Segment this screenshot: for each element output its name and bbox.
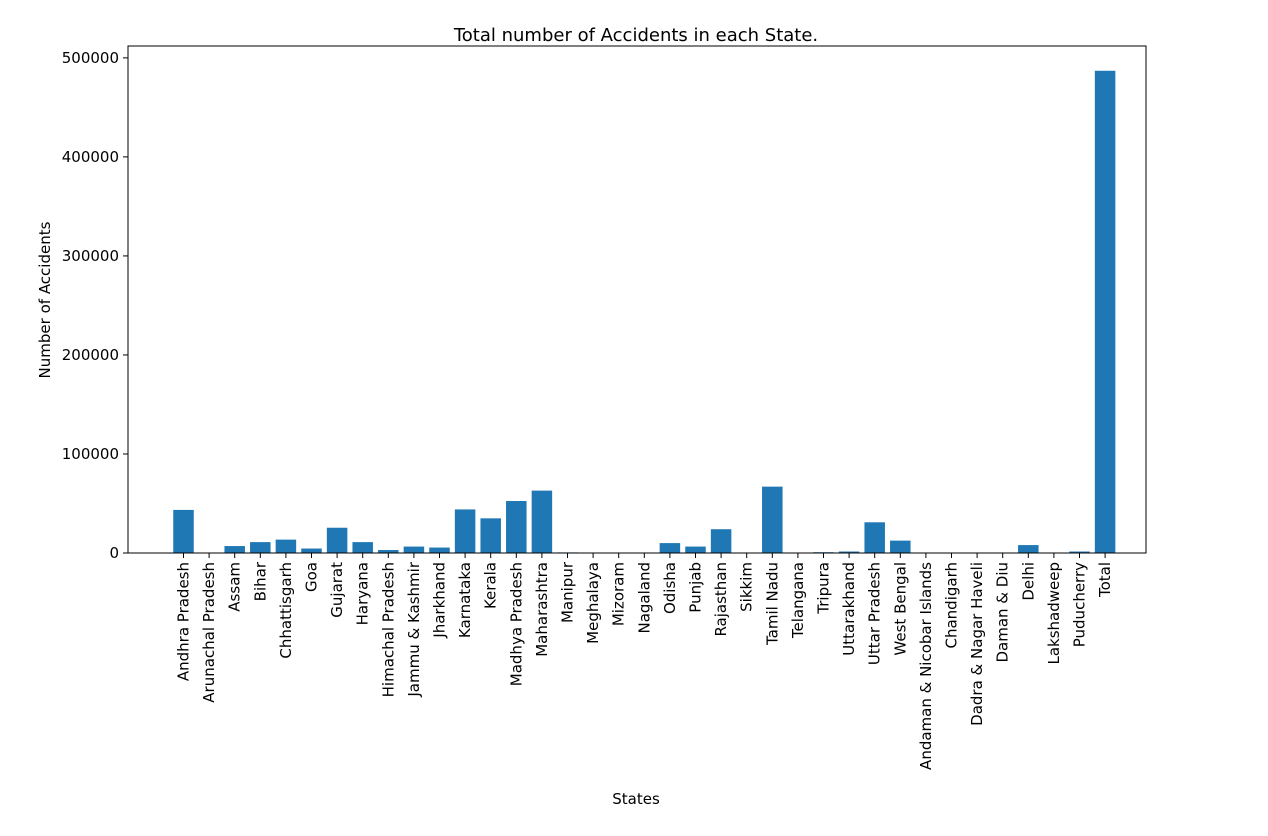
bar-haryana bbox=[352, 542, 373, 553]
x-tick-label: Daman & Diu bbox=[994, 562, 1012, 663]
plot-frame bbox=[128, 46, 1146, 553]
bar-gujarat bbox=[327, 528, 348, 553]
y-tick-label: 200000 bbox=[62, 346, 119, 364]
bar-jharkhand bbox=[429, 548, 450, 553]
x-tick-label: Punjab bbox=[687, 562, 705, 613]
bar-tamil-nadu bbox=[762, 487, 783, 553]
y-tick-label: 300000 bbox=[62, 247, 119, 265]
x-tick-label: Karnataka bbox=[456, 562, 474, 638]
x-tick-label: Lakshadweep bbox=[1045, 562, 1063, 665]
x-tick-label: Sikkim bbox=[738, 562, 756, 612]
bar-karnataka bbox=[455, 509, 476, 553]
x-tick-label: Arunachal Pradesh bbox=[200, 562, 218, 703]
x-tick-label: Nagaland bbox=[635, 562, 653, 634]
x-tick-label: Goa bbox=[303, 562, 321, 592]
x-tick-label: Kerala bbox=[482, 562, 500, 609]
y-tick-label: 100000 bbox=[62, 445, 119, 463]
y-tick-label: 500000 bbox=[62, 49, 119, 67]
bar-andhra-pradesh bbox=[173, 510, 194, 553]
y-axis-label: Number of Accidents bbox=[36, 221, 54, 378]
x-tick-label: Tamil Nadu bbox=[763, 562, 781, 646]
x-tick-label: Andhra Pradesh bbox=[175, 562, 193, 681]
x-tick-label: Jammu & Kashmir bbox=[405, 561, 423, 697]
x-tick-label: Mizoram bbox=[610, 562, 628, 626]
x-axis-ticks: Andhra Pradesh Arunachal Pradesh Assam Biha… bbox=[175, 553, 1115, 770]
bars-layer bbox=[173, 71, 1115, 553]
x-tick-label: Rajasthan bbox=[712, 562, 730, 637]
y-axis-ticks: 0 100000 200000 300000 400000 500000 bbox=[62, 49, 128, 562]
bar-kerala bbox=[480, 518, 501, 553]
bar-bihar bbox=[250, 542, 270, 553]
bar-goa bbox=[301, 549, 322, 553]
x-tick-label: Maharashtra bbox=[533, 562, 551, 657]
bar-punjab bbox=[685, 547, 706, 553]
y-tick-label: 400000 bbox=[62, 148, 119, 166]
bar-rajasthan bbox=[711, 529, 732, 553]
x-tick-label: Total bbox=[1096, 562, 1114, 598]
x-tick-label: Chandigarh bbox=[943, 562, 961, 649]
x-tick-label: Jharkhand bbox=[431, 562, 449, 639]
x-tick-label: Delhi bbox=[1019, 562, 1037, 601]
x-tick-label: Bihar bbox=[251, 561, 269, 601]
x-tick-label: Assam bbox=[226, 562, 244, 612]
x-tick-label: Madhya Pradesh bbox=[507, 562, 525, 686]
x-tick-label: Haryana bbox=[354, 562, 372, 625]
x-tick-label: Meghalaya bbox=[584, 562, 602, 644]
bar-west-bengal bbox=[890, 541, 911, 553]
y-tick-label: 0 bbox=[109, 544, 119, 562]
bar-uttar-pradesh bbox=[864, 522, 885, 553]
x-axis-label: States bbox=[612, 790, 660, 808]
bar-chhattisgarh bbox=[276, 540, 297, 553]
x-tick-label: Dadra & Nagar Haveli bbox=[968, 562, 986, 726]
bar-delhi bbox=[1018, 545, 1039, 553]
x-tick-label: Telangana bbox=[789, 562, 807, 639]
bar-madhya-pradesh bbox=[506, 501, 527, 553]
x-tick-label: Manipur bbox=[559, 561, 577, 623]
x-tick-label: Chhattisgarh bbox=[277, 562, 295, 659]
bar-assam bbox=[224, 546, 245, 553]
x-tick-label: Puducherry bbox=[1071, 562, 1089, 647]
x-tick-label: Gujarat bbox=[328, 562, 346, 618]
x-tick-label: Andaman & Nicobar Islands bbox=[917, 562, 935, 770]
bar-jammu-kashmir bbox=[404, 547, 425, 553]
chart-title: Total number of Accidents in each State. bbox=[453, 25, 818, 46]
bar-maharashtra bbox=[532, 491, 553, 553]
x-tick-label: Tripura bbox=[815, 562, 833, 615]
x-tick-label: Uttarakhand bbox=[840, 562, 858, 656]
x-tick-label: Odisha bbox=[661, 562, 679, 614]
x-tick-label: Himachal Pradesh bbox=[379, 562, 397, 697]
x-tick-label: West Bengal bbox=[891, 562, 909, 656]
x-tick-label: Uttar Pradesh bbox=[866, 562, 884, 665]
bar-total bbox=[1095, 71, 1116, 553]
bar-odisha bbox=[660, 543, 681, 553]
